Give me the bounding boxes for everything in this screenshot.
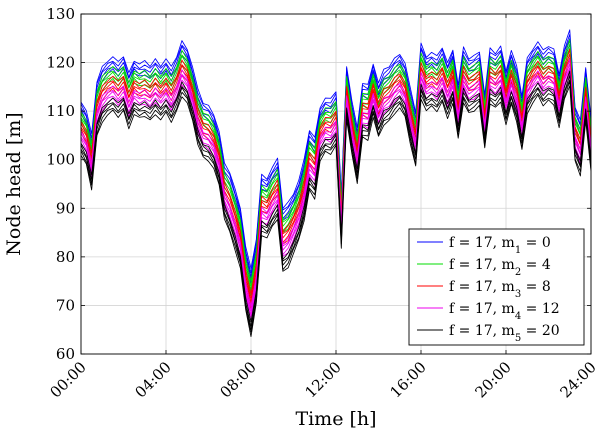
series-line bbox=[81, 53, 591, 299]
y-tick-label: 80 bbox=[56, 248, 75, 266]
series-line bbox=[81, 33, 591, 274]
legend-label: f = 17, m3 = 8 bbox=[449, 279, 551, 300]
series-line bbox=[81, 75, 591, 327]
y-axis-title: Node head [m] bbox=[3, 112, 25, 255]
legend-box bbox=[408, 228, 585, 346]
plot-lines bbox=[81, 29, 591, 338]
series-line bbox=[81, 43, 591, 286]
y-tick-label: 70 bbox=[56, 296, 75, 314]
y-tick-label: 120 bbox=[46, 54, 75, 72]
y-tick-label: 100 bbox=[46, 151, 75, 169]
y-tick-label: 90 bbox=[56, 199, 75, 217]
series-line bbox=[81, 68, 591, 317]
legend-label: f = 17, m2 = 4 bbox=[449, 257, 551, 278]
legend: f = 17, m1 = 0f = 17, m2 = 4f = 17, m3 =… bbox=[408, 228, 585, 346]
series-line bbox=[81, 80, 591, 333]
y-tick-label: 130 bbox=[46, 5, 75, 23]
series-5 bbox=[81, 70, 591, 338]
x-axis-title: Time [h] bbox=[295, 408, 376, 430]
legend-label: f = 17, m1 = 0 bbox=[449, 235, 551, 256]
series-line bbox=[81, 63, 591, 312]
legend-label: f = 17, m4 = 12 bbox=[449, 301, 560, 322]
series-line bbox=[81, 85, 591, 338]
y-tick-label: 110 bbox=[46, 102, 75, 120]
legend-label: f = 17, m5 = 20 bbox=[449, 323, 560, 344]
y-tick-label: 60 bbox=[56, 345, 75, 363]
